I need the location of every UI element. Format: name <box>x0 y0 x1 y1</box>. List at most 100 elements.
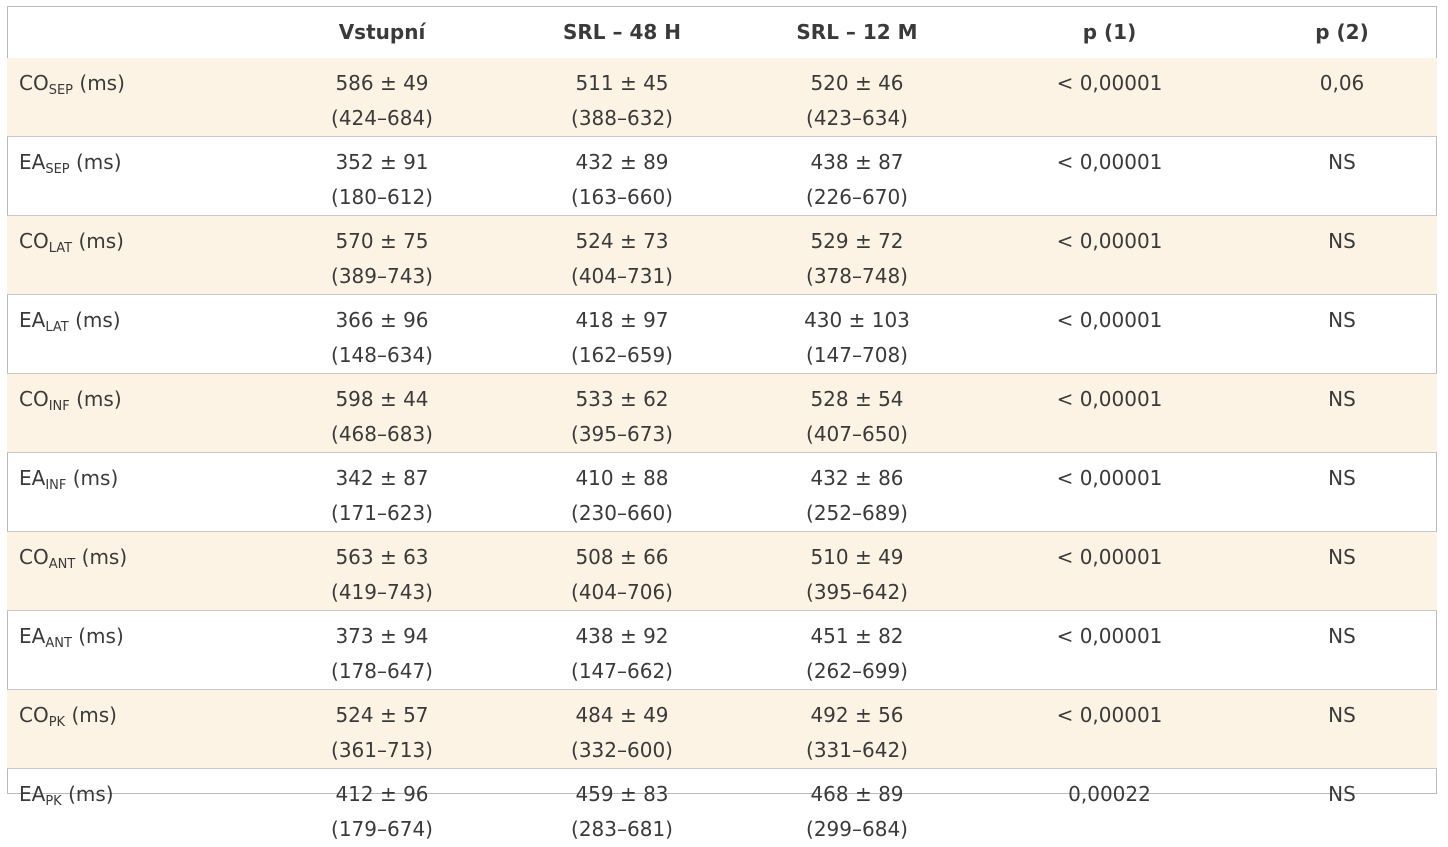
cell-srl-12m: 520 ± 46(423–634) <box>742 58 972 137</box>
row-label-subscript: INF <box>45 478 66 493</box>
cell-srl-12m: 451 ± 82(262–699) <box>742 611 972 690</box>
row-label: EAINF (ms) <box>7 453 262 532</box>
row-label: EAANT (ms) <box>7 611 262 690</box>
cell-range: (332–600) <box>502 733 742 768</box>
cell-vstupni: 412 ± 96(179–674) <box>262 769 502 847</box>
cell-p1: < 0,00001 <box>972 374 1247 453</box>
cell-srl-48h: 418 ± 97(162–659) <box>502 295 742 374</box>
cell-range: (419–743) <box>262 575 502 610</box>
row-label-subscript: PK <box>49 715 65 730</box>
cell-mean-sd: 510 ± 49 <box>742 540 972 575</box>
cell-srl-48h: 533 ± 62(395–673) <box>502 374 742 453</box>
row-label-subscript: LAT <box>49 241 72 256</box>
row-label-unit: (ms) <box>78 624 124 648</box>
row-label-main: EA <box>19 782 45 806</box>
cell-srl-48h: 511 ± 45(388–632) <box>502 58 742 137</box>
cell-vstupni: 352 ± 91(180–612) <box>262 137 502 216</box>
cell-range: (262–699) <box>742 654 972 689</box>
cell-mean-sd: 586 ± 49 <box>262 66 502 101</box>
cell-mean-sd: 520 ± 46 <box>742 66 972 101</box>
row-label-main: CO <box>19 71 49 95</box>
cell-mean-sd: 508 ± 66 <box>502 540 742 575</box>
row-label-main: CO <box>19 387 49 411</box>
cell-srl-48h: 524 ± 73(404–731) <box>502 216 742 295</box>
cell-p2: NS <box>1247 611 1437 690</box>
cell-mean-sd: 438 ± 87 <box>742 145 972 180</box>
cell-range: (299–684) <box>742 812 972 847</box>
cell-p1: 0,00022 <box>972 769 1247 847</box>
cell-range: (395–673) <box>502 417 742 452</box>
row-label: COPK (ms) <box>7 690 262 769</box>
header-p2: p (2) <box>1247 6 1437 58</box>
cell-vstupni: 586 ± 49(424–684) <box>262 58 502 137</box>
cell-srl-48h: 459 ± 83(283–681) <box>502 769 742 847</box>
cell-range: (180–612) <box>262 180 502 215</box>
row-label-unit: (ms) <box>79 71 125 95</box>
row-label-main: EA <box>19 150 45 174</box>
cell-p2: NS <box>1247 295 1437 374</box>
cell-vstupni: 570 ± 75(389–743) <box>262 216 502 295</box>
cell-mean-sd: 352 ± 91 <box>262 145 502 180</box>
cell-p2: NS <box>1247 374 1437 453</box>
cell-mean-sd: 410 ± 88 <box>502 461 742 496</box>
cell-p2: NS <box>1247 532 1437 611</box>
cell-mean-sd: 511 ± 45 <box>502 66 742 101</box>
table-row: EAPK (ms) 412 ± 96(179–674) 459 ± 83(283… <box>7 769 1437 847</box>
cell-range: (378–748) <box>742 259 972 294</box>
cell-mean-sd: 373 ± 94 <box>262 619 502 654</box>
cell-range: (226–670) <box>742 180 972 215</box>
row-label-main: CO <box>19 545 49 569</box>
cell-mean-sd: 418 ± 97 <box>502 303 742 338</box>
cell-range: (252–689) <box>742 496 972 531</box>
cell-p2: NS <box>1247 453 1437 532</box>
header-label-column <box>7 6 262 58</box>
cell-p2: NS <box>1247 216 1437 295</box>
row-label-unit: (ms) <box>76 387 122 411</box>
cell-mean-sd: 492 ± 56 <box>742 698 972 733</box>
cell-range: (147–662) <box>502 654 742 689</box>
row-label-main: EA <box>19 308 45 332</box>
cell-p1: < 0,00001 <box>972 295 1247 374</box>
cell-srl-12m: 510 ± 49(395–642) <box>742 532 972 611</box>
cell-range: (162–659) <box>502 338 742 373</box>
table-row: EAANT (ms) 373 ± 94(178–647) 438 ± 92(14… <box>7 611 1437 690</box>
cell-vstupni: 598 ± 44(468–683) <box>262 374 502 453</box>
cell-mean-sd: 412 ± 96 <box>262 777 502 812</box>
row-label-subscript: SEP <box>45 162 69 177</box>
table-row: EALAT (ms) 366 ± 96(148–634) 418 ± 97(16… <box>7 295 1437 374</box>
header-vstupni: Vstupní <box>262 6 502 58</box>
cell-p1: < 0,00001 <box>972 690 1247 769</box>
cell-srl-48h: 508 ± 66(404–706) <box>502 532 742 611</box>
header-p1: p (1) <box>972 6 1247 58</box>
row-label-main: EA <box>19 624 45 648</box>
cell-p2: NS <box>1247 137 1437 216</box>
cell-mean-sd: 438 ± 92 <box>502 619 742 654</box>
cell-srl-12m: 528 ± 54(407–650) <box>742 374 972 453</box>
cell-mean-sd: 529 ± 72 <box>742 224 972 259</box>
cell-range: (388–632) <box>502 101 742 136</box>
cell-srl-48h: 410 ± 88(230–660) <box>502 453 742 532</box>
row-label-subscript: LAT <box>45 320 68 335</box>
header-srl-12m: SRL – 12 M <box>742 6 972 58</box>
cell-p1: < 0,00001 <box>972 216 1247 295</box>
header-row: Vstupní SRL – 48 H SRL – 12 M p (1) p (2… <box>7 6 1437 58</box>
cell-vstupni: 342 ± 87(171–623) <box>262 453 502 532</box>
cell-range: (404–731) <box>502 259 742 294</box>
cell-p1: < 0,00001 <box>972 137 1247 216</box>
row-label-subscript: ANT <box>45 636 72 651</box>
table-row: COSEP (ms) 586 ± 49(424–684) 511 ± 45(38… <box>7 58 1437 137</box>
cell-vstupni: 563 ± 63(419–743) <box>262 532 502 611</box>
cell-mean-sd: 432 ± 89 <box>502 145 742 180</box>
row-label-unit: (ms) <box>73 466 119 490</box>
cell-srl-48h: 432 ± 89(163–660) <box>502 137 742 216</box>
table-row: COLAT (ms) 570 ± 75(389–743) 524 ± 73(40… <box>7 216 1437 295</box>
row-label-main: EA <box>19 466 45 490</box>
cell-mean-sd: 533 ± 62 <box>502 382 742 417</box>
row-label-subscript: ANT <box>49 557 76 572</box>
cell-mean-sd: 342 ± 87 <box>262 461 502 496</box>
cell-srl-12m: 430 ± 103(147–708) <box>742 295 972 374</box>
table-row: COPK (ms) 524 ± 57(361–713) 484 ± 49(332… <box>7 690 1437 769</box>
cell-range: (407–650) <box>742 417 972 452</box>
row-label-subscript: PK <box>45 794 61 809</box>
row-label: EASEP (ms) <box>7 137 262 216</box>
